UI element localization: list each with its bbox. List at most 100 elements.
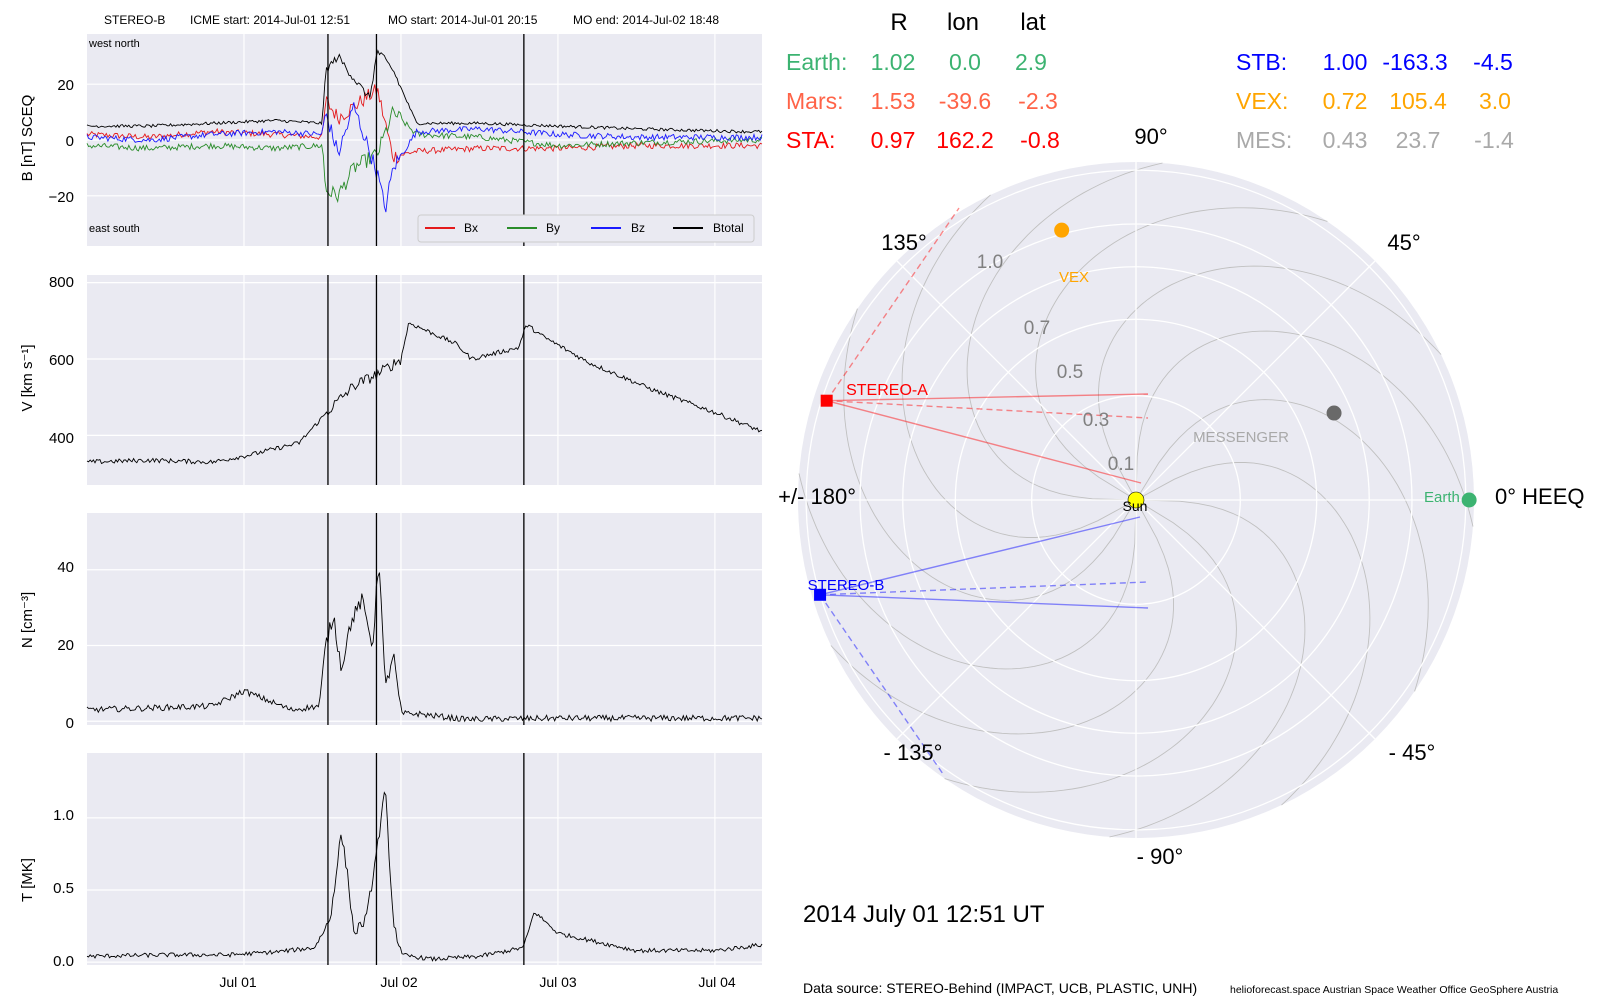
temperature-y-ticks: 1.0 0.5 0.0: [53, 807, 74, 970]
earth-r: 1.02: [871, 49, 916, 75]
parker-spiral: [1135, 399, 1429, 692]
mo-start-label: MO start: 2014-Jul-01 20:15: [388, 13, 538, 27]
xtick-jul04: Jul 04: [698, 974, 736, 990]
sta-fov-lower: [826, 400, 1142, 484]
density-plot-area: [87, 513, 762, 725]
parker-spiral: [1098, 265, 1442, 501]
vex-lat: 3.0: [1479, 88, 1511, 114]
stb-fov-center: [820, 581, 1149, 596]
radial-tick-labels: 0.1 0.3 0.5 0.7 1.0: [977, 252, 1134, 475]
vex-r: 0.72: [1323, 88, 1368, 114]
speed-y-ticks: 800 600 400: [49, 274, 74, 447]
header-lon: lon: [947, 9, 979, 36]
b-corner-bottom-label: east south: [89, 223, 140, 235]
parker-spiral: [830, 499, 1174, 735]
rtick-05: 0.5: [1057, 362, 1083, 383]
speed-panel: 800 600 400 V [km s⁻¹]: [19, 274, 763, 485]
sun-body-label: Sun: [1123, 498, 1148, 514]
vex-body-label: VEX: [1059, 269, 1089, 286]
stb-r: 1.00: [1323, 49, 1368, 75]
b-field-ylabel: B [nT] SCEQ: [19, 95, 36, 182]
mo-end-label: MO end: 2014-Jul-02 18:48: [573, 13, 719, 27]
angle-m90: - 90°: [1137, 844, 1184, 869]
b-field-series: [86, 49, 763, 213]
angular-grid-line: [896, 499, 1137, 740]
earth-lon: 0.0: [949, 49, 981, 75]
time-axis-ticks: Jul 01 Jul 02 Jul 03 Jul 04: [219, 974, 736, 990]
rtick-03: 0.3: [1083, 410, 1109, 431]
angle-180: +/- 180°: [778, 484, 856, 509]
speed-grid: [87, 275, 762, 485]
v-ytick-800: 800: [49, 274, 74, 291]
row-vex: VEX: 0.72 105.4 3.0: [1236, 88, 1511, 114]
parker-spiral: [1135, 462, 1371, 806]
mes-r: 0.43: [1323, 127, 1368, 153]
angle-0: 0° HEEQ: [1495, 484, 1585, 509]
mes-lon: 23.7: [1396, 127, 1441, 153]
stb-fov-lower: [820, 594, 1149, 609]
body-marker-earth: [1461, 492, 1477, 508]
sta-fov-center: [826, 399, 1149, 419]
temperature-ylabel: T [MK]: [19, 858, 36, 902]
density-y-ticks: 40 20 0: [57, 559, 74, 732]
sta-fov-outer: [826, 207, 960, 402]
b-field-y-ticks: 20 0 −20: [49, 77, 74, 206]
angle-90: 90°: [1134, 124, 1167, 149]
parker-spiral: [901, 194, 1137, 538]
icme-start-label: ICME start: 2014-Jul-01 12:51: [190, 13, 350, 27]
body-marker-vex: [1054, 222, 1070, 238]
xtick-jul02: Jul 02: [380, 974, 418, 990]
speed-series: [86, 322, 763, 465]
series-line-bz: [86, 102, 763, 213]
temperature-series: [86, 791, 763, 962]
series-line-n: [86, 572, 763, 723]
angle-45: 45°: [1387, 230, 1420, 255]
density-grid: [87, 513, 762, 725]
mars-lat: -2.3: [1018, 88, 1058, 114]
parker-spiral: [843, 308, 1137, 601]
stb-label: STB:: [1236, 49, 1287, 75]
stb-fov-outer: [819, 594, 944, 775]
rtick-07: 0.7: [1024, 318, 1050, 339]
b-field-event-lines: [327, 34, 525, 246]
parker-spiral: [1109, 499, 1306, 838]
v-ytick-600: 600: [49, 352, 74, 369]
parker-spiral: [798, 473, 1137, 670]
density-ylabel: N [cm⁻³]: [19, 592, 36, 648]
mes-label: MES:: [1236, 127, 1292, 153]
messenger-body-label: MESSENGER: [1193, 429, 1289, 446]
sta-r: 0.97: [871, 127, 916, 153]
body-labels: VEX MESSENGER STEREO-A STEREO-B Earth Su…: [808, 269, 1460, 594]
t-ytick-05: 0.5: [53, 880, 74, 897]
parker-spiral: [944, 499, 1237, 793]
rtick-01: 0.1: [1108, 454, 1134, 475]
mars-lon: -39.6: [939, 88, 991, 114]
xtick-jul01: Jul 01: [219, 974, 257, 990]
event-header: STEREO-B ICME start: 2014-Jul-01 12:51 M…: [104, 13, 719, 27]
density-series: [86, 572, 763, 723]
spacecraft-title: STEREO-B: [104, 13, 165, 27]
series-line-by: [86, 105, 763, 204]
parker-spiral: [1135, 330, 1474, 527]
orbit-bodies: [814, 222, 1477, 601]
sta-lon: 162.2: [936, 127, 994, 153]
body-marker-messenger: [1326, 405, 1342, 421]
header-r: R: [890, 9, 907, 36]
angular-grid-line: [1135, 260, 1376, 501]
b-ytick-m20: −20: [49, 189, 74, 206]
row-earth: Earth: 1.02 0.0 2.9: [786, 49, 1047, 75]
speed-ylabel: V [km s⁻¹]: [19, 344, 36, 411]
temperature-panel: 1.0 0.5 0.0 T [MK] Jul 01 Jul 02 Jul 03 …: [19, 753, 763, 990]
series-line-btotal: [86, 49, 763, 134]
legend-btotal-label: Btotal: [713, 221, 744, 235]
b-corner-top-label: west north: [88, 38, 140, 50]
parker-spiral: [1035, 207, 1328, 501]
mes-lat: -1.4: [1474, 127, 1514, 153]
parker-spiral: [966, 162, 1163, 501]
v-ytick-400: 400: [49, 430, 74, 447]
n-ytick-0: 0: [66, 715, 74, 732]
body-marker-stereo-a: [820, 394, 833, 407]
footer-date: 2014 July 01 12:51 UT: [803, 901, 1045, 928]
parker-spirals: [798, 162, 1474, 838]
mars-label: Mars:: [786, 88, 844, 114]
